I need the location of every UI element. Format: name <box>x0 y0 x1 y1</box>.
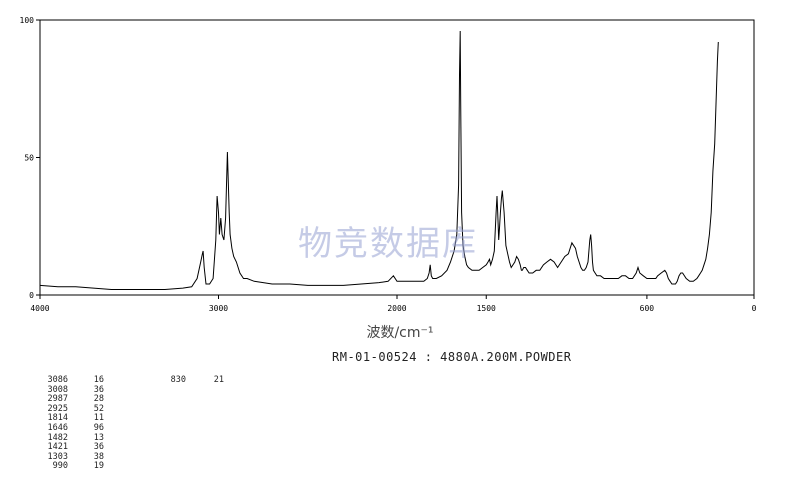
peak-wavenumber: 1482 <box>47 432 68 443</box>
peak-intensity: 11 <box>93 413 104 424</box>
x-tick-label: 3000 <box>209 304 228 313</box>
peak-intensity: 52 <box>93 403 104 414</box>
peak-intensity: 19 <box>93 461 104 472</box>
y-tick-label: 0 <box>29 291 34 300</box>
x-tick-label: 4000 <box>30 304 49 313</box>
spectrum-line <box>39 30 719 290</box>
peak-wavenumber: 2925 <box>47 403 68 414</box>
peak-intensity: 38 <box>93 451 104 462</box>
peak-intensity: 96 <box>93 422 104 433</box>
spectrum-chart: 4000 3000 2000 1500 600 0 0 50 100 <box>20 16 757 313</box>
peak-wavenumber: 1303 <box>47 451 68 462</box>
peak-wavenumber-2: 830 <box>170 375 186 385</box>
peak-wavenumber: 2987 <box>47 394 68 405</box>
peak-intensity: 36 <box>93 442 104 453</box>
peak-intensity: 13 <box>93 432 104 443</box>
peak-wavenumber: 3008 <box>47 384 68 395</box>
x-tick-label: 1500 <box>477 304 496 313</box>
peak-wavenumber: 1814 <box>47 413 68 424</box>
y-tick-label: 50 <box>24 154 34 163</box>
x-tick-label: 2000 <box>387 304 406 313</box>
peak-wavenumber: 1646 <box>47 422 68 433</box>
x-axis-label: 波数/cm⁻¹ <box>366 325 434 341</box>
y-tick-label: 100 <box>20 16 35 25</box>
peak-wavenumber: 1421 <box>47 442 68 453</box>
peak-intensity: 28 <box>93 394 104 405</box>
peak-wavenumber: 990 <box>52 461 68 472</box>
peak-intensity: 36 <box>93 384 104 395</box>
x-tick-label: 600 <box>640 304 655 313</box>
sample-label: RM-01-00524 : 4880A.200M.POWDER <box>332 350 572 364</box>
peak-intensity: 16 <box>93 375 104 385</box>
watermark-text: 物竞数据库 <box>298 224 478 264</box>
peak-wavenumber: 3086 <box>47 375 68 385</box>
peak-intensity-2: 21 <box>213 375 224 385</box>
x-tick-label: 0 <box>752 304 757 313</box>
